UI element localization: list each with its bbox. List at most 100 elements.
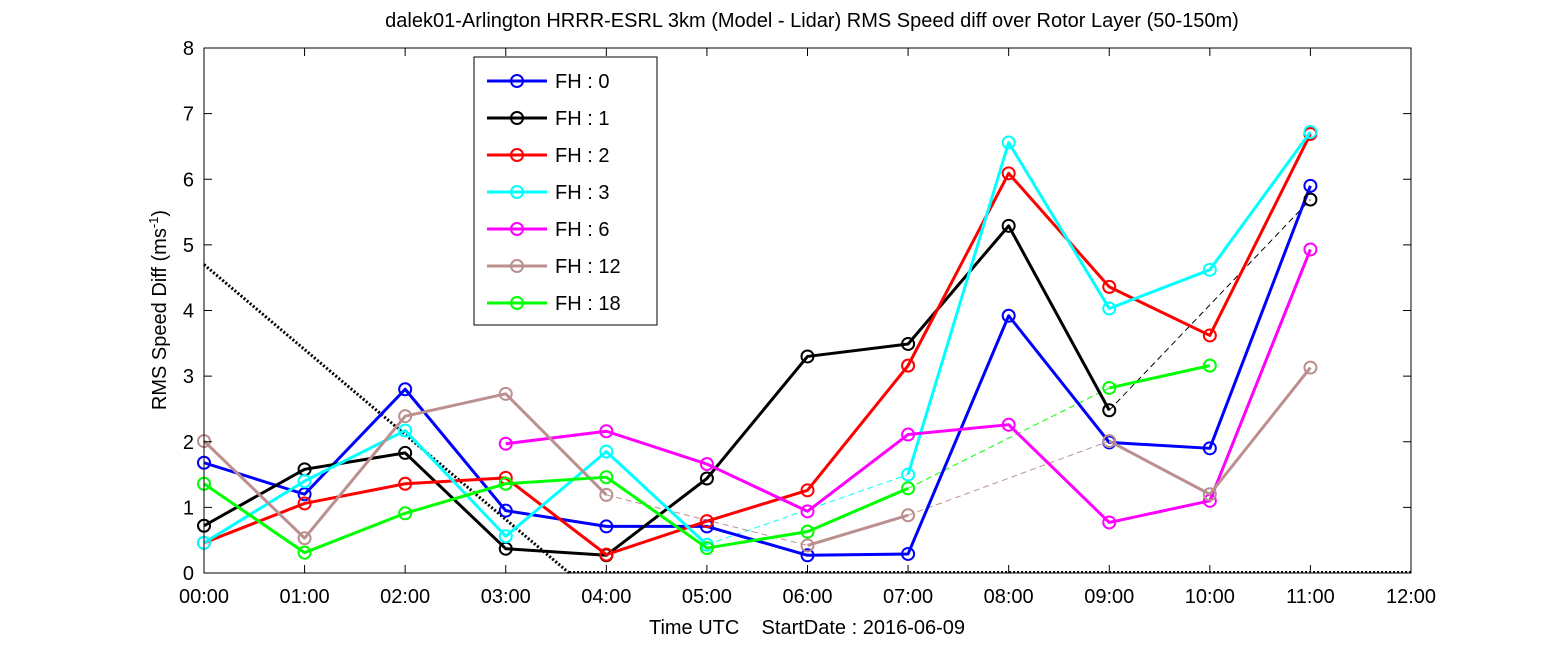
series-6-point-7 [901,481,916,496]
x-tick-label-1: 01:00 [280,586,330,608]
series-6-point-3 [498,476,513,491]
x-tick-label-9: 09:00 [1084,586,1134,608]
series-0-point-10 [1202,441,1217,456]
y-tick-label-1: 1 [183,497,194,519]
series-1-point-7 [901,336,916,351]
y-axis-label-superscript: -1 [146,217,161,229]
x-tick-label-12: 12:00 [1386,586,1436,608]
x-tick-label-5: 05:00 [682,586,732,608]
legend-label-1: FH : 1 [555,108,609,130]
series-4-point-1 [599,424,614,439]
series-2-point-10 [1202,328,1217,343]
y-tick-label-2: 2 [183,432,194,454]
series-5-point-3 [498,386,513,401]
series-6-point-6 [800,524,815,539]
legend-marker-1 [510,111,524,125]
x-tick-label-6: 06:00 [782,586,832,608]
series-0-point-8 [1001,308,1016,323]
series-4-line-0 [505,248,1312,524]
y-tick-label-0: 0 [183,563,194,585]
series-0 [197,178,1318,563]
series-5-point-6 [901,508,916,523]
series-1-gap-connector [1108,199,1311,411]
series-3-point-4 [599,444,614,459]
series-5-point-9 [1303,360,1318,375]
series-0-point-4 [599,519,614,534]
x-tick-label-0: 00:00 [179,586,229,608]
series-2 [197,126,1318,562]
series-2-point-5 [699,514,714,529]
series-6-point-1 [297,545,312,560]
series-3-point-3 [498,529,513,544]
series-6 [197,358,1217,560]
series-5-line-0 [202,392,608,540]
series-4-point-5 [1001,417,1016,432]
x-tick-label-10: 10:00 [1185,586,1235,608]
y-tick-label-5: 5 [183,235,194,257]
series-5 [197,360,1318,553]
legend-label-5: FH : 12 [555,256,621,278]
legend-marker-2 [510,148,524,162]
series-0-line-0 [203,185,1312,557]
series-1-point-6 [800,349,815,364]
y-axis-label-main: RMS Speed Diff (ms [149,228,171,410]
series-0-point-2 [398,382,413,397]
series-0-point-11 [1303,178,1318,193]
y-axis-label-close: ) [149,210,171,217]
series-3-point-10 [1303,125,1318,139]
series-5-point-7 [1102,434,1117,449]
dotted-reference-lines [203,263,1411,575]
y-tick-label-8: 8 [183,38,194,60]
y-tick-label-7: 7 [183,104,194,126]
series-3-point-8 [1102,301,1117,316]
series-2-point-8 [1001,166,1016,181]
series-6-point-9 [1202,358,1217,373]
y-tick-label-6: 6 [183,169,194,191]
series-5-point-8 [1202,487,1217,502]
series-6-point-2 [398,506,413,521]
series-3-point-9 [1202,262,1217,277]
x-tick-label-11: 11:00 [1286,586,1335,608]
series-1-point-10 [1303,192,1318,207]
legend-marker-4 [510,222,524,236]
series-5-point-2 [398,409,413,424]
series-2-line-0 [203,133,1312,557]
series-2-point-9 [1102,279,1117,294]
x-tick-label-4: 04:00 [581,586,631,608]
series-5-gap-connector [907,440,1110,516]
series-4-point-2 [699,457,714,472]
series-3-point-7 [1001,135,1016,150]
series-5-line-2 [1108,366,1312,496]
legend-label-3: FH : 3 [555,182,609,204]
series-5-point-5 [800,538,815,553]
series-3-line-0 [203,429,708,546]
series-3-point-2 [398,423,413,438]
x-tick-label-8: 08:00 [984,586,1034,608]
legend: FH : 0 FH : 1 FH : 2 FH : 3 FH : 6 FH : 12 FH … [473,56,658,326]
series-3-point-1 [297,474,312,489]
y-axis-label: RMS Speed Diff (ms-1) [146,210,171,410]
plot-area-frame [203,47,1412,574]
legend-marker-0 [510,74,524,88]
series-4-point-0 [498,436,513,451]
series-6-point-4 [599,470,614,485]
y-axis-ticks: 0 1 2 3 4 5 6 7 8 [183,38,1411,585]
series-6-gap-connector [907,387,1110,489]
series-1-point-5 [699,471,714,486]
series-6-point-8 [1102,380,1117,395]
legend-marker-6 [510,296,524,310]
legend-label-6: FH : 18 [555,293,621,315]
y-tick-label-3: 3 [183,366,194,388]
series-3-point-6 [901,467,916,482]
series-1-point-2 [398,445,413,460]
series-0-point-6 [800,548,815,563]
x-tick-label-2: 02:00 [380,586,430,608]
series-4-point-8 [1303,242,1318,257]
y-tick-label-4: 4 [183,301,194,323]
series-2-point-4 [599,547,614,562]
series-5-line-1 [807,513,909,547]
chart-title: dalek01-Arlington HRRR-ESRL 3km (Model -… [385,10,1239,32]
series-4-point-4 [901,427,916,442]
series-0-point-3 [498,503,513,518]
series-2-point-2 [398,476,413,491]
